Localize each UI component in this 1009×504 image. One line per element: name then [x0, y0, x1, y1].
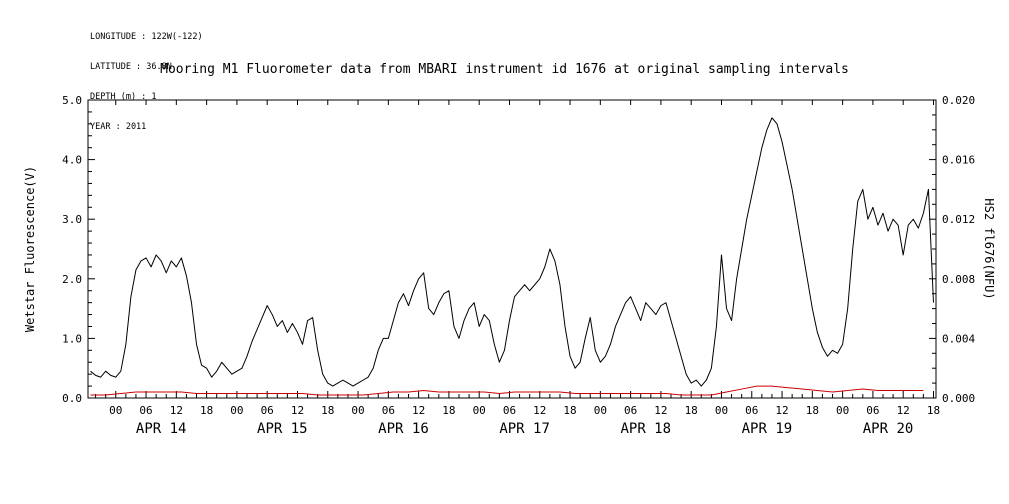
left-tick-label: 4.0 [62, 154, 82, 167]
x-tick-label: 12 [897, 404, 910, 417]
x-axis: 00 06 12 18 00 06 12 18 00 06 12 18 00 06 12 18 00 06 12 18… [95, 100, 940, 417]
x-tick-label: 06 [503, 404, 516, 417]
chart-title: Mooring M1 Fluorometer data from MBARI i… [160, 62, 849, 77]
x-tick-label: 12 [170, 404, 183, 417]
metadata-block: LONGITUDE : 122W(-122) LATITUDE : 36.8N … [90, 12, 203, 152]
x-tick-label: 18 [927, 404, 940, 417]
plot-frame [87, 99, 937, 399]
right-tick-label: 0.004 [942, 332, 975, 345]
left-tick-label: 2.0 [62, 273, 82, 286]
day-label: APR 18 [620, 421, 671, 437]
year-label: YEAR : 2011 [90, 122, 147, 132]
x-tick-label: 00 [230, 404, 243, 417]
hs2-series-line [90, 385, 924, 396]
wetstar-series-line [90, 117, 934, 387]
x-tick-label: 00 [351, 404, 364, 417]
right-tick-label: 0.016 [942, 154, 975, 167]
left-axis-title: Wetstar Fluorescence(V) [23, 166, 37, 332]
x-tick-label: 06 [382, 404, 395, 417]
longitude-label: LONGITUDE : 122W(-122) [90, 32, 203, 42]
left-tick-label: 3.0 [62, 213, 82, 226]
x-tick-label: 06 [139, 404, 152, 417]
x-tick-label: 12 [654, 404, 667, 417]
x-tick-label: 18 [685, 404, 698, 417]
left-tick-label: 1.0 [62, 332, 82, 345]
x-tick-label: 00 [836, 404, 849, 417]
x-tick-label: 18 [200, 404, 213, 417]
x-tick-label: 00 [715, 404, 728, 417]
day-label: APR 17 [499, 421, 550, 437]
left-tick-label: 0.0 [62, 392, 82, 405]
x-tick-label: 06 [624, 404, 637, 417]
right-tick-label: 0.012 [942, 213, 975, 226]
x-tick-label: 00 [473, 404, 486, 417]
x-tick-label: 18 [442, 404, 455, 417]
day-label: APR 19 [742, 421, 793, 437]
x-tick-label: 12 [412, 404, 425, 417]
x-tick-label: 12 [291, 404, 304, 417]
x-tick-label: 06 [261, 404, 274, 417]
latitude-label: LATITUDE : 36.8N [90, 62, 172, 72]
x-tick-label: 00 [109, 404, 122, 417]
right-axis-title: HS2 fl676(NFU) [982, 198, 996, 299]
x-axis-day-labels: APR 14 APR 15 APR 16 APR 17 APR 18 APR 19 APR … [136, 421, 913, 437]
day-label: APR 20 [863, 421, 914, 437]
x-tick-label: 00 [594, 404, 607, 417]
x-tick-label: 18 [321, 404, 334, 417]
day-label: APR 14 [136, 421, 187, 437]
x-tick-label: 06 [866, 404, 879, 417]
left-axis: 0.0 1.0 2.0 3.0 4.0 5.0 Wetstar Fluorescence(V… [23, 94, 95, 405]
x-tick-label: 12 [775, 404, 788, 417]
right-axis: 0.000 0.004 0.008 0.012 0.016 0.020 HS2 fl676(… [929, 94, 996, 405]
x-tick-label: 12 [533, 404, 546, 417]
day-label: APR 15 [257, 421, 308, 437]
right-tick-label: 0.008 [942, 273, 975, 286]
right-tick-label: 0.000 [942, 392, 975, 405]
left-tick-label: 5.0 [62, 94, 82, 107]
day-label: APR 16 [378, 421, 429, 437]
x-tick-label: 18 [806, 404, 819, 417]
x-tick-label: 06 [745, 404, 758, 417]
right-tick-label: 0.020 [942, 94, 975, 107]
x-tick-label: 18 [563, 404, 576, 417]
depth-label: DEPTH (m) : 1 [90, 92, 157, 102]
